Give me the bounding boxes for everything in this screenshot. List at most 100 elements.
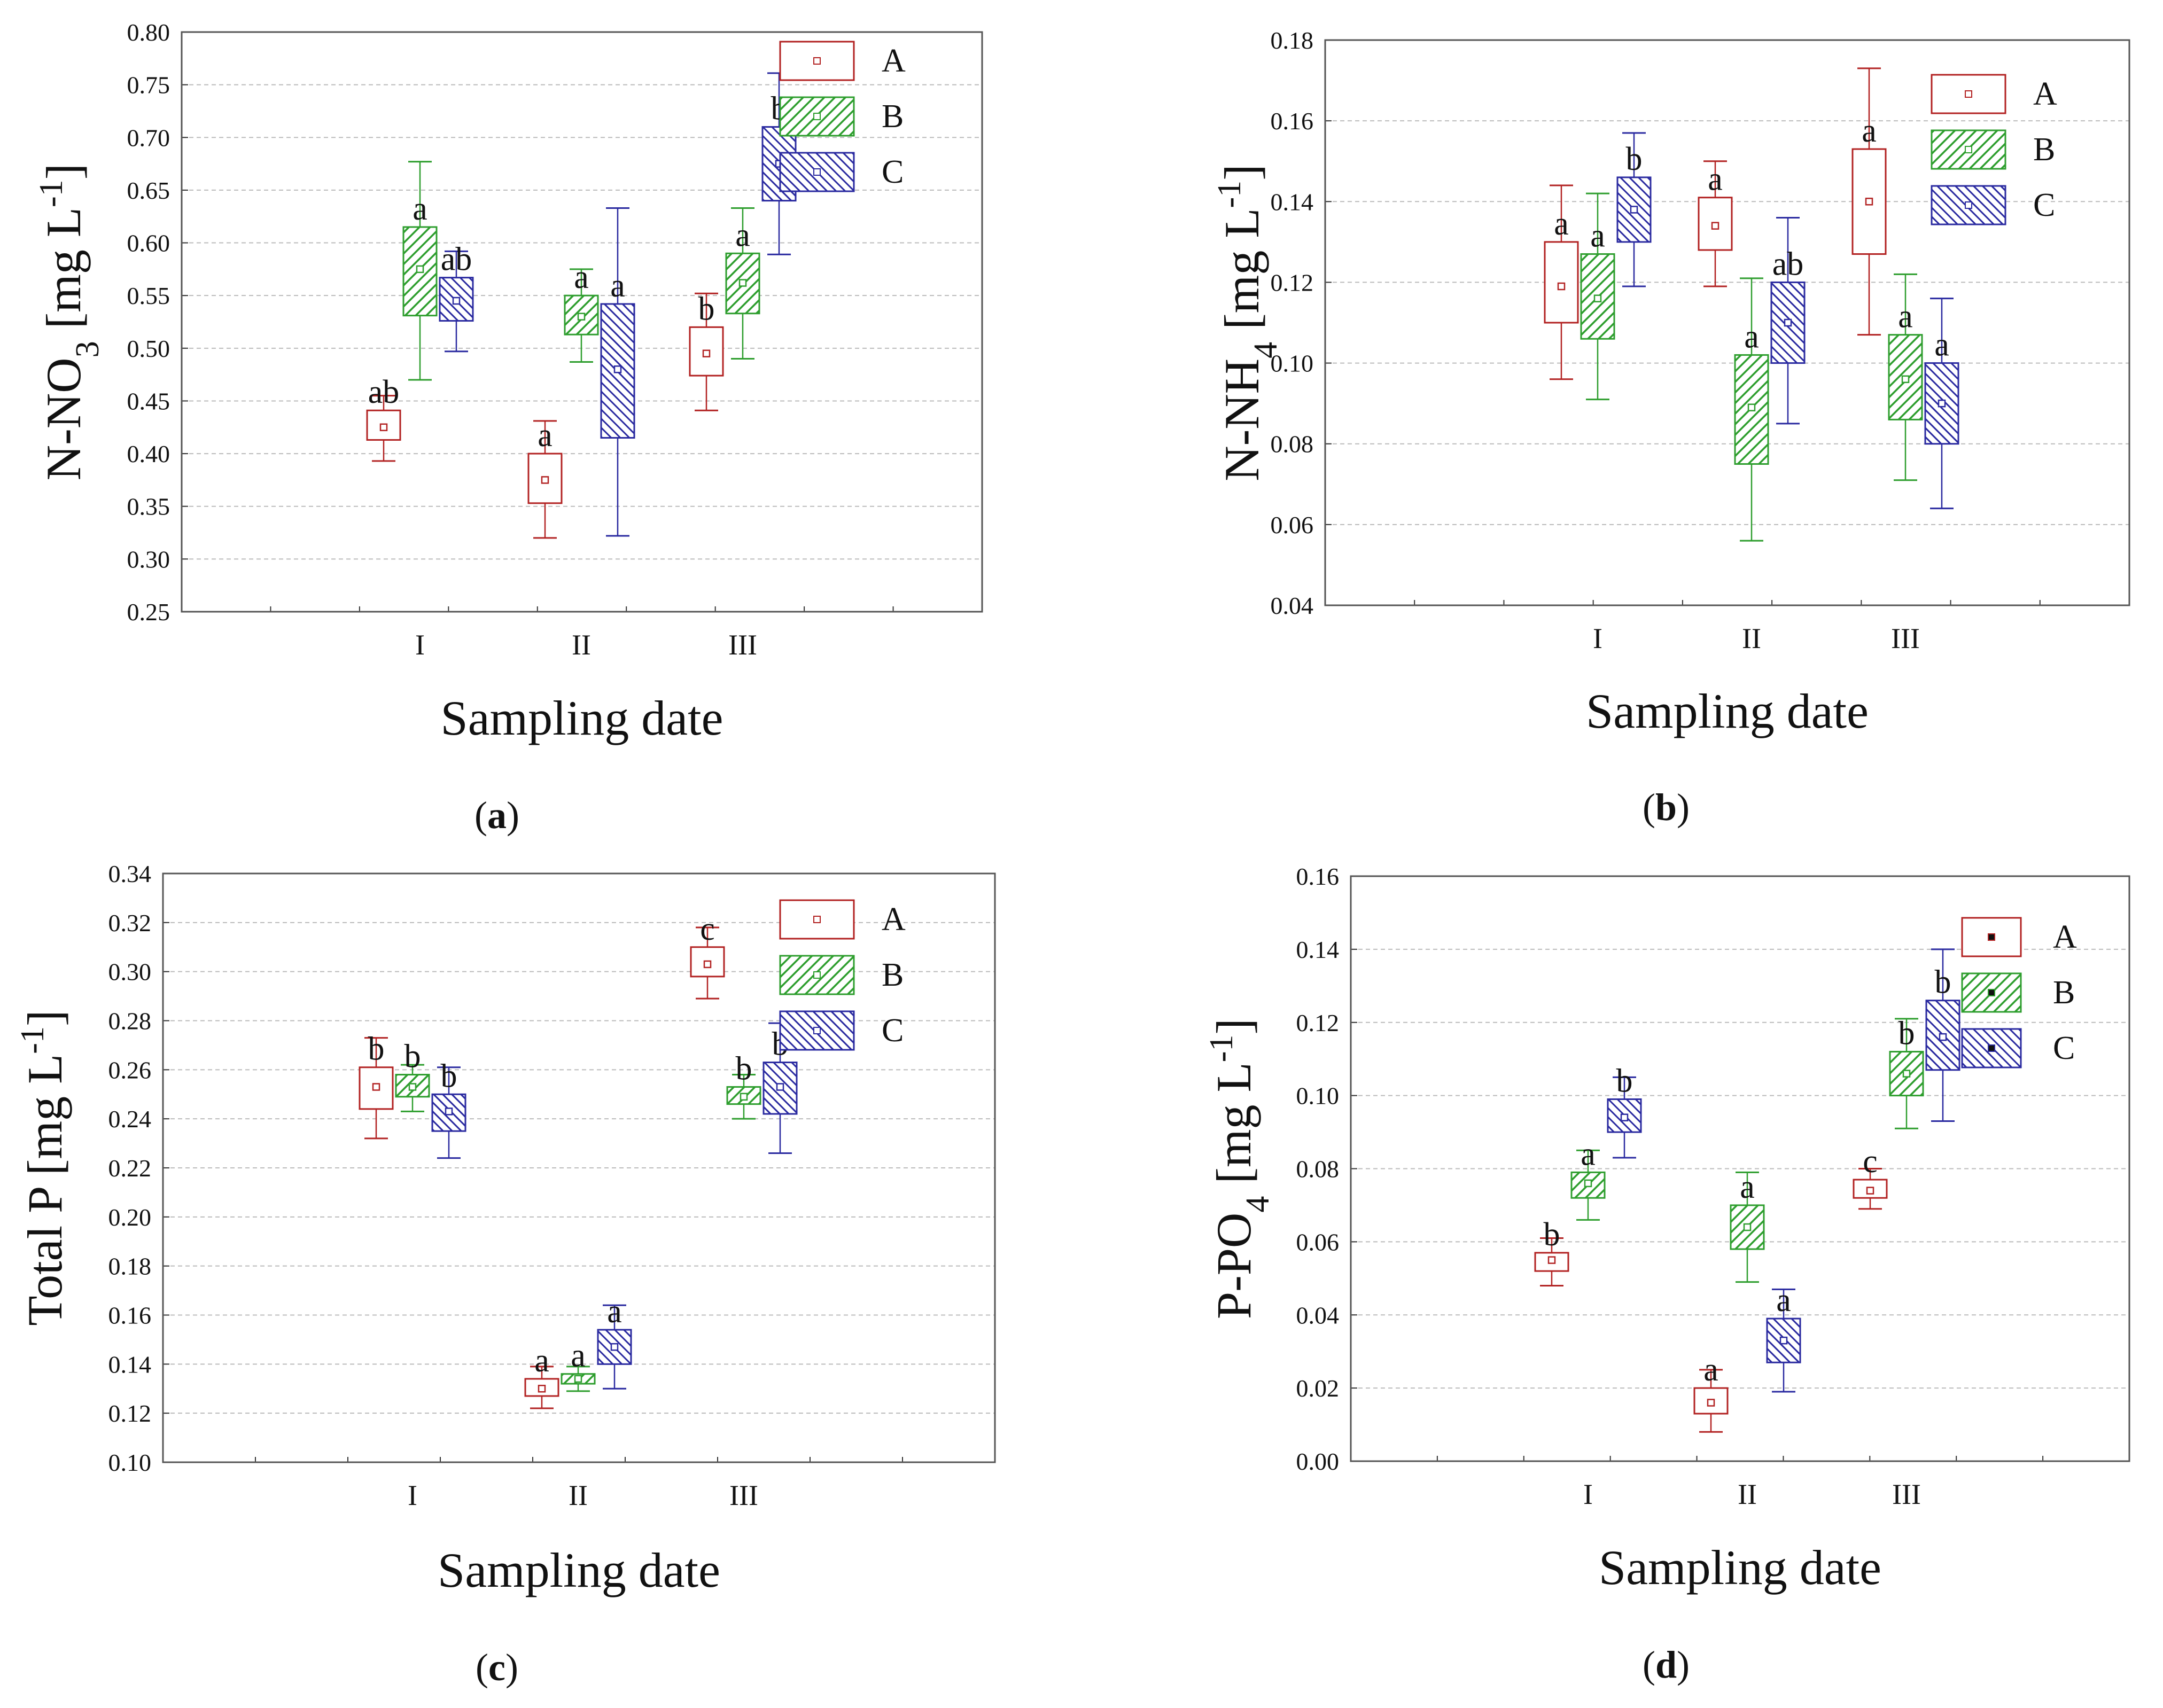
median-marker — [574, 1375, 582, 1383]
box-A-III: c — [690, 911, 725, 1000]
y-tick-label: 0.06 — [1271, 511, 1314, 539]
x-tick-label: II — [569, 1479, 588, 1511]
median-marker — [541, 476, 549, 484]
significance-letter: b — [1544, 1216, 1560, 1253]
significance-letter: a — [735, 217, 750, 253]
significance-letter: a — [1703, 1352, 1718, 1388]
legend-marker — [1965, 146, 1972, 153]
box-C-I: b — [1616, 132, 1652, 287]
panel-label: (c) — [476, 1646, 518, 1689]
y-tick-label: 0.16 — [1296, 863, 1340, 890]
box-A-III: b — [689, 291, 724, 411]
y-tick-label: 0.30 — [127, 545, 170, 573]
box-A-II: a — [527, 417, 563, 539]
box-C-I: b — [431, 1058, 466, 1159]
box-B-III: a — [1888, 273, 1923, 481]
y-tick-label: 0.10 — [108, 1449, 152, 1476]
y-tick-label: 0.16 — [108, 1302, 152, 1329]
significance-letter: b — [736, 1050, 752, 1087]
significance-letter: a — [610, 268, 625, 304]
legend-marker — [1965, 90, 1972, 98]
legend-item-A: A — [779, 41, 906, 81]
y-tick-label: 0.08 — [1271, 431, 1314, 458]
median-marker — [1901, 375, 1910, 384]
x-tick-label: I — [415, 629, 425, 661]
median-marker — [613, 365, 622, 373]
plot-frame — [1324, 39, 2130, 606]
box-A-I: ab — [366, 374, 401, 462]
y-tick-label: 0.00 — [1296, 1448, 1340, 1475]
box-C-II: ab — [1770, 217, 1806, 425]
significance-letter: b — [1899, 1016, 1915, 1052]
median-marker — [1865, 198, 1873, 206]
y-tick-label: 0.16 — [1271, 107, 1314, 135]
median-marker — [1547, 1256, 1556, 1264]
median-marker — [1584, 1179, 1592, 1188]
median-marker — [1866, 1187, 1874, 1195]
plot-frame — [181, 31, 983, 613]
legend-item-C: C — [1961, 1028, 2075, 1069]
x-tick-label: I — [408, 1479, 417, 1511]
x-tick-label: III — [729, 1479, 758, 1511]
x-axis-title: Sampling date — [1599, 1540, 1881, 1595]
panel-d: 0.000.020.040.060.080.100.120.140.16I II I… — [1203, 863, 2130, 1686]
box-B-I: a — [1570, 1136, 1606, 1221]
y-tick-label: 0.04 — [1271, 592, 1314, 619]
box-A-I: b — [359, 1031, 394, 1140]
legend-marker — [1988, 989, 1995, 996]
legend-item-A: A — [779, 899, 906, 940]
median-marker — [776, 1083, 784, 1091]
significance-letter: ab — [368, 374, 400, 410]
y-tick-label: 0.12 — [1271, 269, 1314, 296]
y-tick-label: 0.40 — [127, 440, 170, 467]
median-marker — [1938, 399, 1946, 408]
significance-letter: a — [1708, 161, 1723, 198]
y-axis-title: Total P [mg L-1] — [14, 1010, 72, 1325]
y-tick-label: 0.02 — [1296, 1375, 1340, 1402]
legend-label: A — [2053, 919, 2077, 955]
significance-letter: a — [1581, 1136, 1596, 1172]
significance-letter: a — [538, 417, 553, 454]
y-tick-label: 0.20 — [108, 1204, 152, 1231]
median-marker — [1743, 1223, 1752, 1231]
legend-item-A: A — [1931, 74, 2057, 114]
box-B-I: b — [395, 1039, 430, 1112]
y-tick-label: 0.10 — [1296, 1082, 1340, 1110]
median-marker — [1707, 1399, 1715, 1407]
y-tick-label: 0.12 — [1296, 1009, 1340, 1036]
significance-letter: b — [698, 291, 715, 327]
legend-item-A: A — [1961, 917, 2077, 957]
y-axis-title: P-PO4 [mg L-1] — [1203, 1018, 1276, 1319]
box-B-III: b — [726, 1050, 761, 1120]
median-marker — [1779, 1336, 1788, 1345]
x-axis-title: Sampling date — [438, 1543, 720, 1597]
x-axis-title: Sampling date — [441, 691, 723, 745]
legend-marker — [813, 1027, 821, 1034]
box-B-I: a — [1580, 192, 1615, 401]
x-tick-label: III — [1891, 622, 1920, 654]
significance-letter: a — [1590, 218, 1605, 254]
median-marker — [1557, 282, 1566, 291]
legend-label: B — [882, 98, 904, 135]
box-C-II: a — [1766, 1282, 1801, 1393]
y-tick-label: 0.14 — [1271, 188, 1314, 215]
significance-letter: b — [1616, 1063, 1633, 1099]
x-axis-title: Sampling date — [1586, 684, 1869, 738]
significance-letter: a — [574, 259, 589, 295]
panel-c: 0.10 0.12 0.14 0.16 0.18 0.20 0.22 0.24 0.26 0.28… — [14, 860, 996, 1689]
box-A-II: a — [1693, 1352, 1729, 1433]
legend-item-B: B — [1961, 972, 2075, 1013]
median-marker — [1620, 1113, 1629, 1121]
significance-letter: b — [404, 1039, 421, 1075]
median-marker — [702, 349, 711, 357]
median-marker — [416, 265, 424, 274]
median-marker — [1939, 1033, 1947, 1041]
panel-label: (d) — [1643, 1643, 1690, 1686]
box-A-III: a — [1851, 67, 1887, 336]
panel-b: 0.040.060.080.100.120.140.160.18I II IIIaa… — [1211, 27, 2130, 829]
y-tick-label: 0.18 — [108, 1253, 152, 1280]
median-marker — [703, 960, 712, 969]
box-C-III: a — [1924, 298, 1959, 510]
box-iqr — [1770, 281, 1806, 364]
legend-label: C — [882, 1012, 904, 1049]
